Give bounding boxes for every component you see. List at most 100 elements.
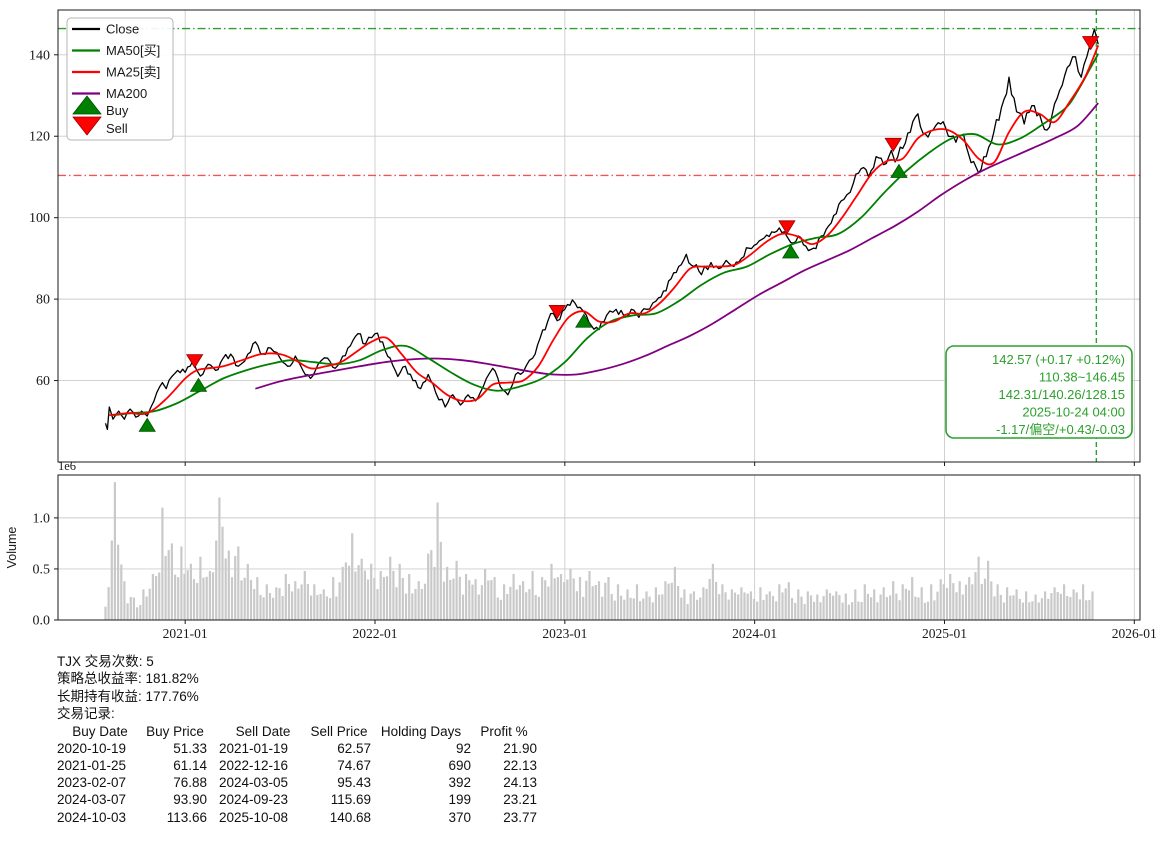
volume-bar: [395, 587, 398, 620]
volume-bar: [310, 595, 313, 620]
trades-header-cell: Sell Date: [235, 723, 291, 739]
volume-bar: [626, 589, 629, 620]
quote-annotation: 142.57 (+0.17 +0.12%) 110.38~146.45 142.31…: [945, 345, 1133, 439]
volume-bar: [882, 587, 885, 620]
volume-bar: [148, 588, 151, 620]
volume-bar: [870, 597, 873, 620]
volume-bar: [752, 599, 756, 620]
volume-bar: [202, 577, 205, 620]
trades-table-body: 2020-10-19 51.33 2021-01-19 62.57 92 21.90 202…: [57, 740, 537, 826]
volume-bar: [158, 572, 161, 620]
trade-cell: 113.66: [166, 809, 207, 825]
volume-bar: [382, 577, 385, 620]
volume-bar: [980, 583, 983, 620]
volume-bar: [256, 577, 259, 620]
volume-bar: [844, 593, 847, 620]
volume-bar: [414, 589, 417, 620]
volume-bar: [544, 580, 547, 620]
volume-bar: [658, 594, 661, 620]
volume-bar: [363, 570, 366, 620]
volume-bar: [385, 576, 389, 620]
volume-bar: [408, 574, 411, 620]
trade-cell: 22.13: [503, 758, 537, 774]
volume-bar: [594, 585, 597, 620]
trade-cell: 51.33: [173, 740, 207, 756]
ma200-line: [255, 102, 1099, 390]
trade-row: 2024-10-03 113.66 2025-10-08 140.68 370 23.77: [57, 809, 537, 826]
volume-bar: [974, 572, 977, 620]
volume-bar: [892, 581, 895, 620]
volume-bar: [1053, 587, 1056, 620]
legend-item-ma200-label: MA200: [106, 86, 147, 101]
volume-bar: [797, 589, 800, 620]
trades-header-row: Buy Date Buy Price Sell Date Sell Price Hold…: [57, 723, 537, 740]
volume-bar: [601, 596, 604, 620]
buy-marker: [189, 377, 208, 392]
volume-bar: [126, 603, 129, 620]
volume-bar: [332, 577, 335, 620]
trade-cell: 2023-02-07: [57, 775, 127, 791]
trade-row: 2024-03-07 93.90 2024-09-23 115.69 199 23.21: [57, 791, 537, 808]
buy-marker: [138, 417, 156, 432]
volume-bar: [1059, 593, 1062, 620]
volume-bar: [348, 565, 351, 620]
volume-y-tick-label: 1.0: [33, 511, 51, 526]
volume-bar: [411, 593, 414, 620]
volume-bar: [651, 602, 654, 620]
price-y-tick-label: 100: [29, 211, 50, 226]
trade-cell: 23.77: [503, 809, 537, 825]
volume-bar: [458, 576, 461, 620]
volume-bar: [759, 587, 762, 620]
volume-bar: [632, 598, 635, 620]
volume-bar: [303, 571, 306, 620]
volume-bar: [781, 592, 784, 620]
volume-bar: [373, 578, 376, 620]
volume-bar: [961, 594, 964, 620]
trade-cell: 370: [448, 809, 471, 825]
volume-bar: [531, 571, 534, 620]
price-y-tick-label: 120: [29, 130, 50, 145]
volume-bar: [968, 577, 971, 620]
date-x-tick-label: 2022-01: [353, 626, 398, 641]
volume-bar: [578, 577, 582, 620]
price-y-tick-label: 80: [36, 293, 50, 308]
trade-row: 2020-10-19 51.33 2021-01-19 62.57 92 21.90: [57, 740, 537, 757]
volume-bar: [556, 577, 559, 620]
volume-bar: [832, 595, 835, 620]
volume-bar: [186, 570, 189, 620]
volume-bar: [588, 571, 591, 620]
volume-bar: [433, 567, 436, 620]
volume-bar: [221, 526, 224, 620]
volume-bar: [718, 594, 721, 620]
volume-bar: [401, 578, 404, 620]
volume-bar: [993, 596, 996, 620]
sell-marker: [185, 354, 204, 369]
volume-bar: [107, 587, 110, 620]
quote-annotation-line: 2025-10-24 04:00: [1022, 405, 1125, 420]
volume-bar: [357, 565, 360, 620]
volume-bar: [306, 584, 309, 620]
volume-bar: [341, 566, 344, 620]
volume-bar: [230, 577, 234, 620]
volume-bar: [715, 581, 718, 620]
volume-bar: [756, 601, 759, 620]
volume-bar: [730, 589, 733, 620]
sell-marker: [548, 304, 566, 320]
volume-bar: [471, 584, 474, 620]
volume-axis-title: Volume: [5, 527, 19, 569]
trade-cell: 2022-12-16: [219, 758, 289, 774]
buy-marker-icon: [72, 95, 102, 115]
buy-marker: [575, 313, 593, 328]
volume-bar: [541, 577, 544, 620]
volume-bar: [654, 587, 657, 620]
trades-header-cell: Sell Price: [310, 723, 368, 739]
legend-item-close-label: Close: [106, 22, 139, 37]
volume-bar: [667, 583, 670, 620]
volume-bar: [503, 584, 506, 620]
trade-cell: 92: [455, 740, 471, 756]
volume-bar: [151, 574, 154, 620]
volume-bar: [964, 584, 968, 620]
volume-bar: [879, 594, 882, 620]
trade-cell: 2021-01-25: [57, 758, 127, 774]
